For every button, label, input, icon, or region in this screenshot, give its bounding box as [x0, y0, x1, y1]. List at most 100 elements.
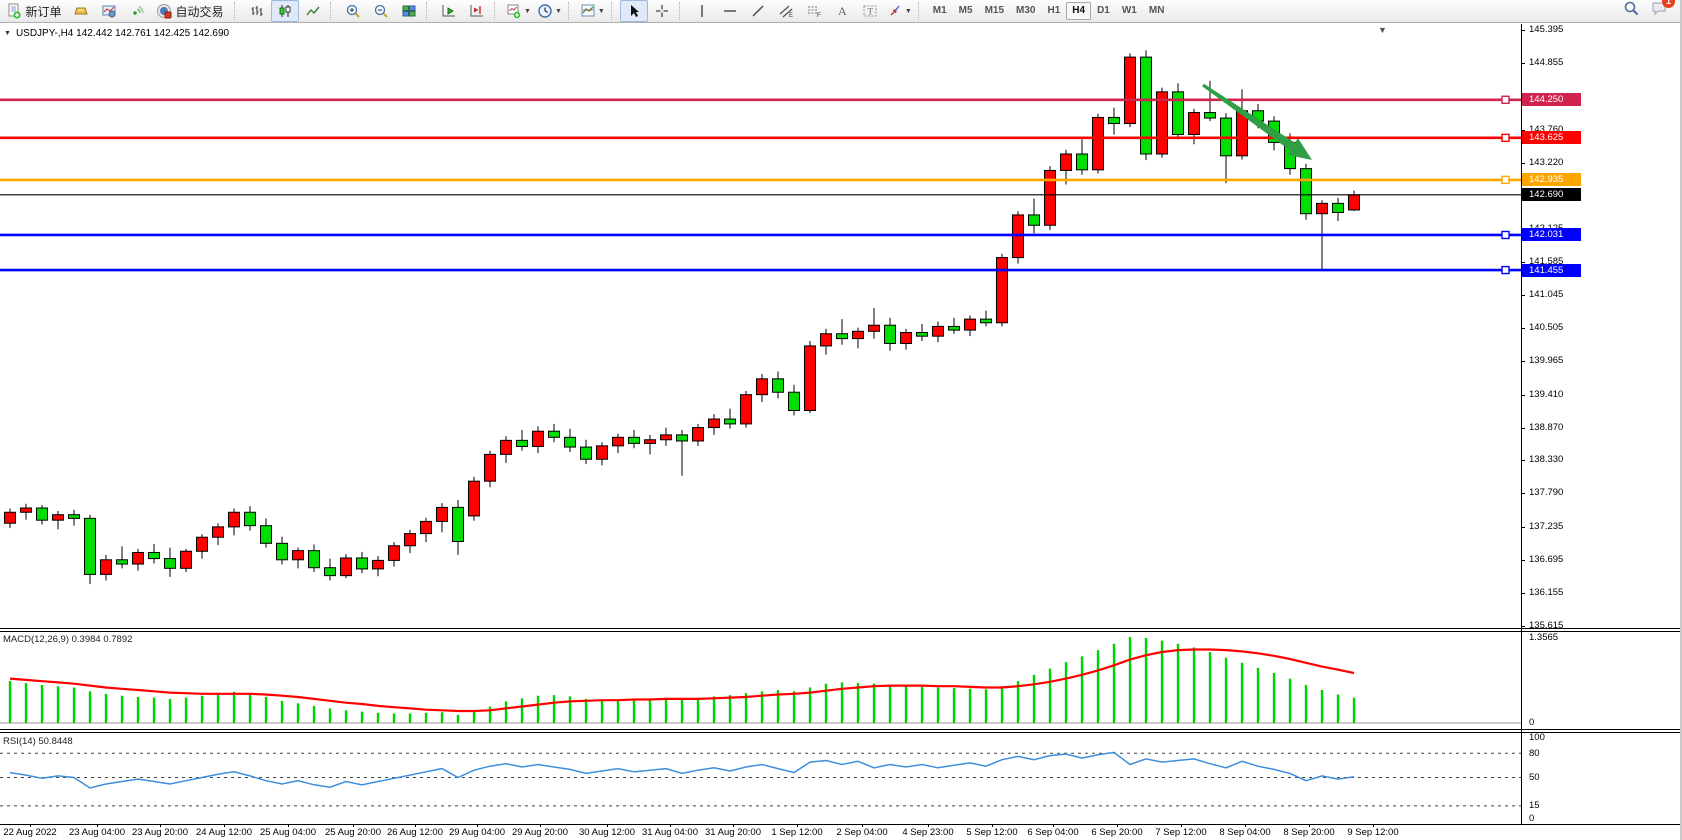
level-endpoint-marker[interactable] — [1501, 175, 1510, 185]
price-tick-mark — [1521, 394, 1525, 396]
time-tick-mark — [1053, 824, 1054, 827]
candle-down — [1028, 214, 1040, 226]
text-button[interactable]: A — [828, 0, 856, 22]
time-label: 6 Sep 04:00 — [1027, 827, 1079, 838]
macd-pane[interactable] — [0, 632, 1682, 729]
tile-windows-icon — [402, 5, 416, 17]
candlestick-chart-button[interactable] — [271, 0, 299, 22]
text-icon: A — [838, 4, 847, 18]
chart-shift-button[interactable] — [463, 0, 491, 22]
price-tick-mark — [1521, 625, 1525, 627]
candle-down — [164, 558, 176, 569]
timeframe-button-h1[interactable]: H1 — [1047, 5, 1061, 16]
price-tick-label: 139.965 — [1529, 354, 1564, 366]
trend-arrow-annotation[interactable] — [1202, 83, 1312, 160]
candle-up — [100, 559, 112, 575]
price-axis-border — [1521, 24, 1522, 824]
pane-divider[interactable] — [0, 729, 1682, 730]
candle-up — [612, 436, 624, 447]
autotrading-button[interactable]: 自动交易 — [151, 0, 231, 22]
zoom-out-button[interactable] — [367, 0, 395, 22]
rsi-pane[interactable] — [0, 733, 1682, 824]
line-chart-icon — [306, 6, 320, 16]
bar-chart-button[interactable] — [243, 0, 271, 22]
price-tick-label: 136.155 — [1529, 586, 1564, 598]
level-endpoint-marker[interactable] — [1501, 95, 1510, 104]
new-chart-dropdown[interactable]: ▼ — [503, 0, 534, 22]
timeframe-button-h4[interactable]: H4 — [1066, 2, 1092, 20]
svg-text:F: F — [817, 13, 821, 19]
price-tick-label: 145.395 — [1529, 24, 1564, 35]
pane-divider[interactable] — [0, 631, 1682, 632]
tile-windows-button[interactable] — [395, 0, 423, 22]
signal-waves-icon — [133, 5, 144, 15]
arrows-dropdown[interactable]: ▼ — [884, 0, 915, 22]
timeframe-button-m5[interactable]: M5 — [958, 5, 973, 16]
trendline-button[interactable] — [744, 0, 772, 22]
timeframe-button-d1[interactable]: D1 — [1097, 5, 1110, 16]
candle-up — [484, 453, 496, 482]
signals-button[interactable] — [123, 0, 151, 22]
pane-divider[interactable] — [0, 628, 1682, 629]
candle-down — [1332, 202, 1344, 213]
chart-shift-marker[interactable]: ▼ — [1378, 25, 1387, 35]
zoom-in-button[interactable] — [339, 0, 367, 22]
price-tick-label: 136.695 — [1529, 554, 1564, 566]
channel-button[interactable]: E — [772, 0, 800, 22]
price-tick-label: 138.870 — [1529, 421, 1564, 433]
time-tick-mark — [224, 824, 225, 827]
new-order-button[interactable]: 新订单 — [3, 0, 67, 22]
candle-down — [836, 333, 848, 340]
level-endpoint-marker[interactable] — [1501, 133, 1510, 143]
pane-divider[interactable] — [0, 732, 1682, 733]
chevron-down-icon: ▼ — [597, 7, 605, 15]
text-label-button[interactable]: T — [856, 0, 884, 22]
candle-up — [852, 330, 864, 340]
auto-scroll-button[interactable] — [435, 0, 463, 22]
timeframe-button-mn[interactable]: MN — [1148, 5, 1165, 16]
time-tick-mark — [607, 824, 608, 827]
candle-up — [1124, 56, 1136, 125]
price-tick-mark — [1521, 129, 1525, 131]
timeframe-button-m1[interactable]: M1 — [932, 5, 947, 16]
time-label: 4 Sep 23:00 — [902, 827, 954, 838]
time-tick-mark — [733, 824, 734, 827]
notifications-button[interactable]: 1 — [1650, 0, 1675, 22]
main-price-pane[interactable] — [0, 24, 1682, 629]
chart-shift-icon — [470, 5, 483, 17]
chart-title-bar[interactable]: ▼ USDJPY-,H4 142.442 142.761 142.425 142… — [4, 28, 229, 39]
candle-down — [1204, 112, 1216, 119]
new-order-icon — [8, 3, 21, 19]
rsi-axis-0: 0 — [1529, 812, 1535, 824]
level-endpoint-marker[interactable] — [1501, 230, 1510, 240]
price-tick-mark — [1521, 592, 1525, 594]
autotrading-label: 自动交易 — [175, 4, 224, 19]
indicators-dropdown[interactable]: ▼ — [577, 0, 608, 22]
price-tick-label: 138.330 — [1529, 454, 1564, 466]
level-endpoint-marker[interactable] — [1501, 265, 1510, 275]
candle-down — [628, 436, 640, 444]
candle-up — [4, 511, 16, 524]
time-tick-mark — [1373, 824, 1374, 827]
profile-button[interactable] — [95, 0, 123, 22]
vertical-line-button[interactable] — [688, 0, 716, 22]
fibonacci-button[interactable]: F — [800, 0, 828, 22]
time-label: 24 Aug 12:00 — [196, 827, 252, 838]
candle-up — [500, 439, 512, 455]
crosshair-button[interactable] — [648, 0, 676, 22]
search-button[interactable] — [1623, 0, 1640, 22]
timeframe-button-m30[interactable]: M30 — [1016, 5, 1036, 16]
cursor-button[interactable] — [619, 0, 648, 22]
candle-up — [1316, 202, 1328, 215]
horizontal-line-button[interactable] — [716, 0, 744, 22]
collapse-arrow-icon[interactable]: ▼ — [4, 30, 11, 37]
periods-dropdown[interactable]: ▼ — [534, 0, 565, 22]
chart-area: ▼ USDJPY-,H4 142.442 142.761 142.425 142… — [0, 24, 1682, 840]
market-button[interactable] — [67, 0, 95, 22]
candle-down — [916, 332, 928, 337]
candle-up — [420, 520, 432, 535]
timeframe-button-w1[interactable]: W1 — [1121, 5, 1137, 16]
timeframe-button-m15[interactable]: M15 — [984, 5, 1005, 16]
time-label: 1 Sep 12:00 — [771, 827, 823, 838]
line-chart-button[interactable] — [299, 0, 327, 22]
